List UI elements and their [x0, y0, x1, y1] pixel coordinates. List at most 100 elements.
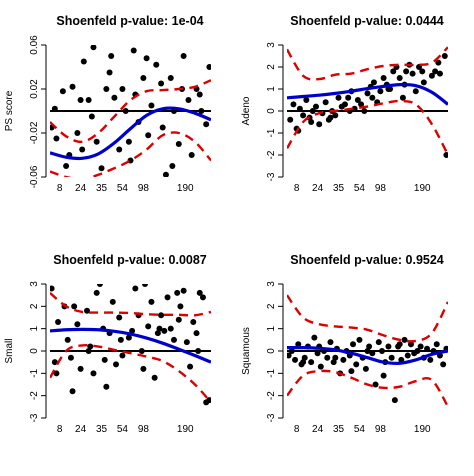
residual-point	[424, 345, 431, 352]
residual-point	[98, 165, 105, 172]
x-tick-label: 190	[414, 424, 431, 435]
x-tick-label: 8	[57, 183, 63, 194]
residual-point	[167, 75, 174, 81]
plot-area	[50, 45, 211, 177]
residual-point	[59, 88, 66, 95]
residual-point	[203, 121, 210, 128]
residual-point	[180, 53, 187, 59]
residual-point	[432, 68, 439, 75]
residual-point	[53, 370, 60, 377]
smoothed-fit-line	[287, 346, 448, 365]
residual-point	[332, 112, 339, 119]
upper-confidence-band	[50, 292, 211, 317]
residual-point	[74, 321, 81, 328]
residual-point	[170, 336, 177, 343]
residual-point	[79, 146, 86, 153]
residual-point	[185, 97, 192, 103]
residual-point	[399, 94, 406, 101]
residual-point	[199, 294, 206, 301]
residual-point	[63, 163, 70, 169]
residual-point	[123, 272, 129, 278]
residual-point	[361, 108, 368, 114]
residual-point	[206, 397, 211, 404]
residual-point	[161, 327, 168, 334]
residual-point	[180, 287, 187, 294]
residual-point	[175, 316, 182, 323]
residual-point	[84, 307, 91, 314]
residual-point	[417, 343, 424, 350]
x-tick-label: 35	[333, 183, 345, 194]
residual-point	[141, 284, 148, 287]
residual-point	[372, 381, 379, 388]
residual-point	[332, 354, 339, 361]
x-tick-label: 98	[138, 183, 150, 194]
panel-title: Shoenfeld p-value: 0.0087	[53, 253, 207, 267]
residual-point	[314, 350, 321, 357]
x-tick-label: 190	[177, 183, 194, 194]
x-tick-label: 190	[177, 424, 194, 435]
residual-point	[292, 356, 299, 363]
residual-point	[412, 88, 419, 95]
residual-point	[324, 354, 331, 361]
x-tick-label: 190	[414, 183, 431, 194]
residual-point	[90, 45, 97, 51]
y-tick-label: -1	[29, 368, 40, 377]
residual-point	[419, 68, 426, 75]
residual-point	[303, 97, 310, 103]
y-tick-label: 0	[29, 348, 40, 354]
residual-point	[103, 86, 110, 92]
residual-point	[198, 108, 205, 114]
residual-point	[354, 97, 361, 103]
residual-point	[111, 94, 118, 101]
residual-point	[85, 97, 92, 103]
plot-area	[50, 272, 211, 406]
residual-point	[341, 101, 348, 108]
residual-point	[175, 141, 182, 147]
residual-point	[370, 79, 377, 86]
residual-point	[190, 318, 197, 325]
residual-point	[80, 58, 87, 65]
smoothed-fit-line	[287, 82, 448, 106]
residual-point	[290, 101, 297, 108]
residual-point	[356, 336, 363, 343]
y-tick-label: 1	[266, 86, 277, 92]
residual-point	[125, 334, 132, 341]
residual-point	[69, 83, 76, 90]
smoothed-fit-line	[50, 327, 211, 364]
residual-point	[116, 314, 123, 321]
x-tick-label: 98	[375, 183, 387, 194]
x-tick-label: 35	[96, 424, 108, 435]
residual-point	[195, 348, 202, 354]
x-tick-label: 8	[294, 183, 300, 194]
residual-point	[358, 101, 365, 108]
residual-point	[316, 121, 323, 128]
y-tick-label: -1	[266, 368, 277, 377]
y-tick-label: -1	[266, 128, 277, 137]
y-tick-label: 2	[29, 303, 40, 309]
y-tick-label: -2	[29, 391, 40, 400]
residual-point	[309, 108, 316, 114]
residual-point	[96, 284, 103, 287]
residual-point	[67, 354, 74, 361]
residual-point	[436, 70, 443, 77]
residual-point	[364, 90, 371, 97]
lower-confidence-band	[50, 343, 211, 404]
residual-point	[193, 330, 200, 337]
y-tick-label: 0.02	[29, 79, 40, 99]
residual-point	[119, 352, 126, 359]
residual-point	[350, 341, 357, 348]
y-tick-label: -3	[29, 413, 40, 422]
residual-point	[85, 348, 92, 354]
residual-point	[390, 68, 397, 75]
y-tick-label: -0.02	[29, 121, 40, 144]
y-tick-label: 0.06	[29, 35, 40, 55]
residual-point	[159, 124, 166, 131]
residual-point	[353, 361, 360, 368]
residual-point	[143, 55, 150, 62]
residual-point	[377, 88, 384, 95]
y-axis-label: Small	[4, 338, 15, 363]
residual-point	[119, 86, 126, 92]
y-tick-label: 2	[266, 303, 277, 309]
residual-point	[90, 370, 97, 377]
